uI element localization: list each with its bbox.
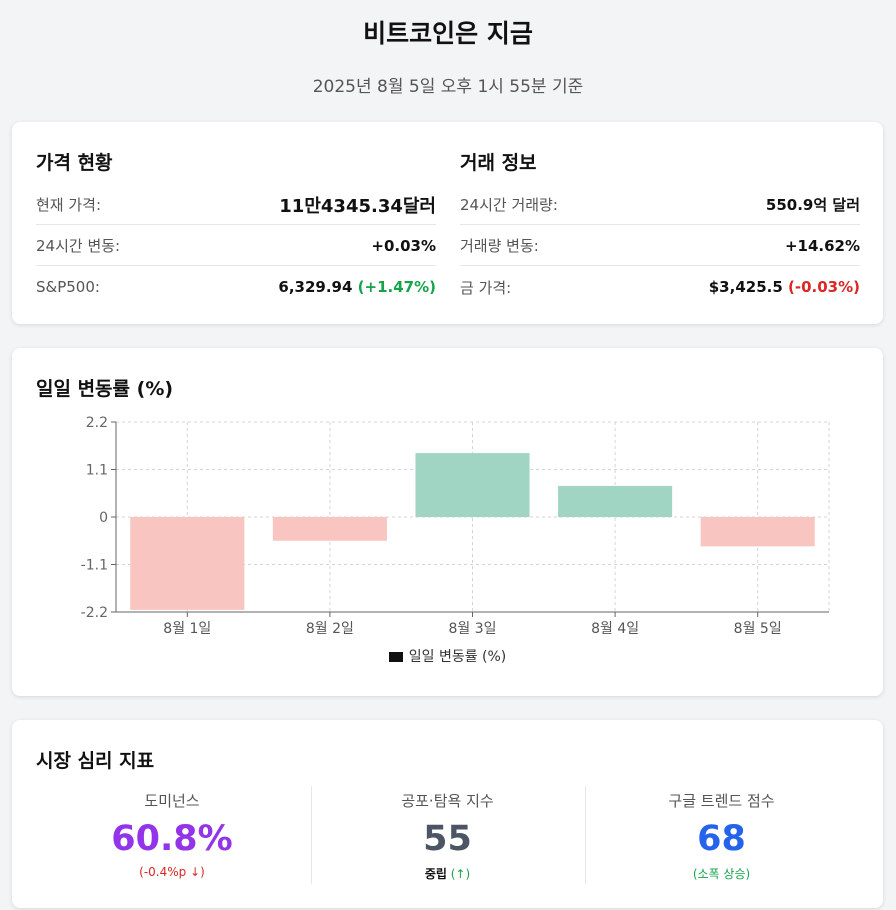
legend-label: 일일 변동률 (%) (408, 649, 507, 665)
gold-price-value-group: $3,425.5 (-0.03%) (709, 278, 860, 296)
bar-8월 1일 (130, 517, 245, 610)
google-trend-value: 68 (697, 819, 746, 859)
dominance-label: 도미넌스 (144, 792, 200, 810)
dominance-value: 60.8% (111, 819, 233, 859)
y-tick-label: 2.2 (86, 415, 108, 431)
volume-change-value: +14.62% (784, 236, 860, 255)
fear-greed-status: 중립 (424, 867, 447, 881)
volume-24h-label: 24시간 거래량: (460, 196, 558, 214)
x-tick-label: 8월 5일 (734, 621, 782, 637)
dominance-change: (-0.4%p ↓) (139, 865, 205, 879)
fear-greed-metric: 공포·탐욕 지수 55 중립 (↑) (311, 786, 583, 884)
google-trend-change: (소폭 상승) (692, 867, 751, 881)
daily-change-card: 일일 변동률 (%) 2.2 1.1 0 -1.1 -2.2 8월 1일 8월 2일 8월 3… (12, 348, 883, 696)
fear-greed-value: 55 (423, 819, 472, 859)
bar-8월 2일 (272, 517, 387, 541)
gold-price-value: $3,425.5 (708, 278, 783, 296)
gold-price-change: (-0.03%) (788, 278, 860, 296)
sp500-change: (+1.47%) (357, 278, 436, 296)
x-tick-label: 8월 2일 (306, 621, 354, 637)
volume-24h-row: 24시간 거래량: 550.9억 달러 (460, 185, 860, 225)
sp500-label: S&P500: (36, 278, 100, 296)
fear-greed-trend: (↑) (450, 867, 471, 881)
change-24h-row: 24시간 변동: +0.03% (36, 226, 436, 266)
sp500-value-group: 6,329.94 (+1.47%) (278, 278, 436, 296)
trade-info-title: 거래 정보 (460, 152, 537, 174)
volume-24h-value: 550.9억 달러 (765, 196, 860, 214)
bar-8월 3일 (415, 453, 530, 517)
y-tick-label: 1.1 (86, 463, 108, 479)
volume-change-row: 거래량 변동: +14.62% (460, 226, 860, 266)
sentiment-card: 시장 심리 지표 도미넌스 60.8% (-0.4%p ↓) 공포·탐욕 지수 … (12, 720, 883, 908)
price-trade-card: 가격 현황 현재 가격: 11만4345.34달러 24시간 변동: +0.03… (12, 122, 883, 324)
sp500-row: S&P500: 6,329.94 (+1.47%) (36, 267, 436, 307)
legend-swatch (388, 652, 403, 662)
sp500-value: 6,329.94 (278, 278, 353, 296)
google-trend-metric: 구글 트렌드 점수 68 (소폭 상승) (585, 786, 857, 884)
sentiment-title: 시장 심리 지표 (36, 750, 155, 772)
gold-price-row: 금 가격: $3,425.5 (-0.03%) (460, 267, 860, 307)
fear-greed-sub: 중립 (↑) (312, 865, 583, 882)
chart-legend: 일일 변동률 (%) (12, 646, 883, 666)
google-trend-label: 구글 트렌드 점수 (668, 792, 775, 810)
current-price-value: 11만4345.34달러 (279, 195, 436, 217)
gold-price-label: 금 가격: (460, 278, 512, 297)
change-24h-value: +0.03% (371, 236, 436, 255)
fear-greed-label: 공포·탐욕 지수 (401, 792, 494, 810)
current-price-label: 현재 가격: (36, 196, 102, 214)
page-timestamp: 2025년 8월 5일 오후 1시 55분 기준 (312, 77, 584, 97)
chart-title: 일일 변동률 (%) (36, 378, 174, 400)
volume-change-label: 거래량 변동: (460, 237, 539, 255)
y-tick-label: 0 (99, 510, 108, 526)
price-status-title: 가격 현황 (36, 152, 113, 174)
x-tick-label: 8월 3일 (448, 621, 496, 637)
y-tick-label: -1.1 (81, 558, 108, 574)
x-tick-label: 8월 1일 (163, 621, 211, 637)
y-tick-label: -2.2 (81, 605, 108, 621)
page-title: 비트코인은 지금 (363, 19, 533, 48)
x-tick-label: 8월 4일 (591, 621, 639, 637)
daily-change-chart: 2.2 1.1 0 -1.1 -2.2 8월 1일 8월 2일 8월 3일 8월 4일 8월 5일 (81, 415, 830, 637)
bar-8월 5일 (700, 517, 815, 547)
current-price-row: 현재 가격: 11만4345.34달러 (36, 185, 436, 225)
change-24h-label: 24시간 변동: (36, 237, 121, 255)
dominance-metric: 도미넌스 60.8% (-0.4%p ↓) (36, 786, 308, 884)
bar-8월 4일 (558, 485, 673, 517)
